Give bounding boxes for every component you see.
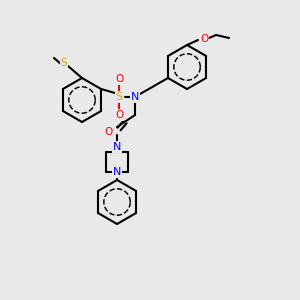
Text: O: O (200, 34, 208, 44)
Text: O: O (115, 74, 123, 84)
Text: S: S (116, 92, 123, 102)
Text: N: N (113, 167, 121, 177)
Text: O: O (104, 127, 112, 137)
Text: S: S (61, 58, 67, 68)
Text: O: O (115, 110, 123, 120)
Text: N: N (113, 142, 121, 152)
Text: N: N (131, 92, 139, 102)
